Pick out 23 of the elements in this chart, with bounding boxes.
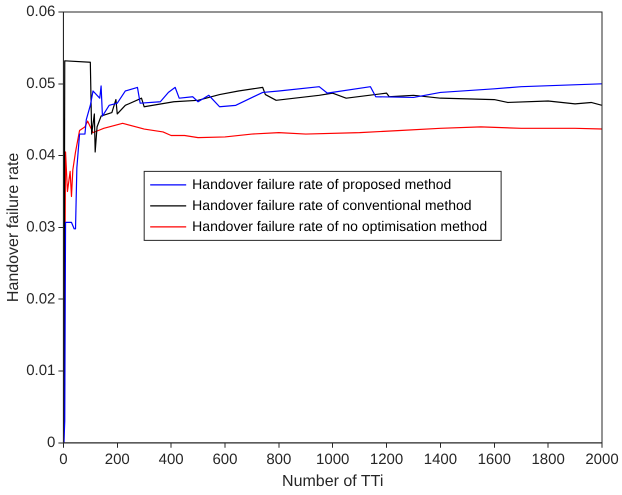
y-tick-label: 0.02	[26, 290, 56, 308]
x-axis-title: Number of TTi	[282, 472, 384, 490]
x-tick-label: 200	[104, 450, 130, 468]
x-tick-label: 1200	[370, 450, 404, 468]
x-tick-label: 1800	[531, 450, 565, 468]
x-tick-label: 800	[266, 450, 292, 468]
y-axis-title: Handover failure rate	[5, 152, 22, 302]
legend-label: Handover failure rate of conventional method	[192, 196, 472, 213]
y-tick-label: 0.03	[26, 218, 56, 236]
legend-label: Handover failure rate of proposed method	[192, 176, 452, 192]
x-tick-label: 600	[212, 450, 238, 468]
x-tick-label: 2000	[585, 450, 619, 468]
y-tick-label: 0.04	[26, 146, 56, 164]
x-tick-label: 1400	[424, 450, 458, 468]
x-tick-label: 400	[158, 450, 184, 468]
y-tick-label: 0.06	[26, 3, 56, 20]
x-tick-label: 1600	[478, 450, 511, 468]
legend-label: Handover failure rate of no optimisation method	[192, 218, 488, 234]
y-tick-label: 0.01	[26, 362, 56, 380]
y-tick-label: 0.05	[26, 74, 56, 92]
y-tick-label: 0	[47, 434, 56, 451]
x-tick-label: 0	[59, 450, 68, 468]
x-tick-label: 1000	[316, 450, 350, 468]
